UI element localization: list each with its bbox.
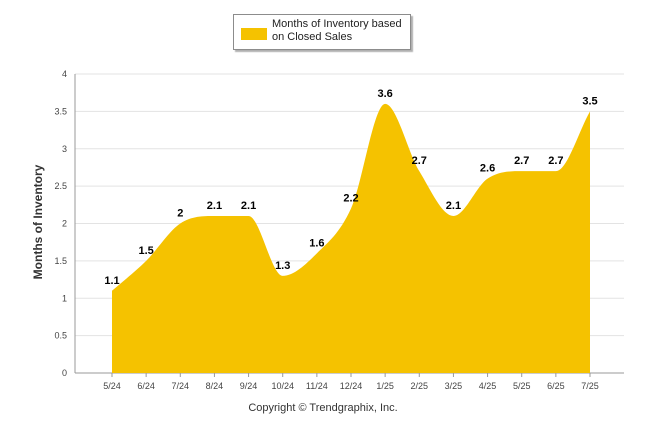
data-label: 2.2 bbox=[343, 193, 358, 205]
x-tick-label: 7/25 bbox=[581, 381, 599, 391]
x-tick-label: 9/24 bbox=[240, 381, 258, 391]
x-tick-label: 5/24 bbox=[103, 381, 121, 391]
x-tick-label: 1/25 bbox=[376, 381, 394, 391]
area-series bbox=[112, 103, 590, 374]
y-tick-label: 3.5 bbox=[54, 106, 67, 116]
x-tick-label: 11/24 bbox=[306, 381, 328, 391]
legend-swatch bbox=[241, 28, 267, 40]
y-tick-label: 0.5 bbox=[54, 331, 67, 341]
legend-label: Months of Inventory based on Closed Sale… bbox=[272, 18, 402, 43]
data-label: 1.6 bbox=[309, 237, 324, 249]
y-tick-label: 1 bbox=[62, 293, 67, 303]
y-tick-label: 1.5 bbox=[54, 256, 67, 266]
y-axis-ticks: 0 0.5 1 1.5 2 2.5 3 3.5 4 bbox=[54, 69, 67, 378]
data-label: 2 bbox=[177, 208, 183, 220]
x-tick-label: 3/25 bbox=[445, 381, 463, 391]
x-tick-label: 4/25 bbox=[479, 381, 497, 391]
y-axis-title: Months of Inventory bbox=[31, 164, 45, 280]
copyright-text: Copyright © Trendgraphix, Inc. bbox=[248, 402, 398, 414]
y-tick-label: 2.5 bbox=[54, 181, 67, 191]
data-label: 2.7 bbox=[548, 155, 563, 167]
data-label: 2.7 bbox=[412, 155, 427, 167]
data-label: 3.5 bbox=[582, 95, 597, 107]
y-tick-label: 4 bbox=[62, 69, 67, 79]
x-tick-label: 6/24 bbox=[137, 381, 155, 391]
x-axis: 5/24 6/24 7/24 8/24 9/24 10/24 11/24 12/24 1/25 2… bbox=[103, 373, 599, 391]
data-label: 1.5 bbox=[138, 245, 153, 257]
y-tick-label: 2 bbox=[62, 219, 67, 229]
data-labels: 1.1 1.5 2 2.1 2.1 1.3 1.6 2.2 3.6 2.7 2.1 2.6 2.7 2.7… bbox=[104, 88, 597, 287]
data-label: 1.1 bbox=[104, 275, 119, 287]
x-tick-label: 12/24 bbox=[340, 381, 363, 391]
x-tick-label: 10/24 bbox=[271, 381, 294, 391]
x-tick-label: 2/25 bbox=[411, 381, 429, 391]
data-label: 2.1 bbox=[241, 200, 256, 212]
x-tick-label: 5/25 bbox=[513, 381, 531, 391]
data-label: 2.7 bbox=[514, 155, 529, 167]
data-label: 2.1 bbox=[446, 200, 461, 212]
data-label: 2.6 bbox=[480, 163, 495, 175]
area-series-fill bbox=[112, 103, 590, 374]
data-label: 2.1 bbox=[207, 200, 222, 212]
legend: Months of Inventory based on Closed Sale… bbox=[233, 14, 411, 50]
y-tick-label: 0 bbox=[62, 368, 67, 378]
x-tick-label: 6/25 bbox=[547, 381, 565, 391]
x-tick-label: 8/24 bbox=[206, 381, 224, 391]
data-label: 1.3 bbox=[275, 260, 290, 272]
y-tick-label: 3 bbox=[62, 144, 67, 154]
data-label: 3.6 bbox=[377, 88, 392, 100]
x-tick-label: 7/24 bbox=[172, 381, 190, 391]
